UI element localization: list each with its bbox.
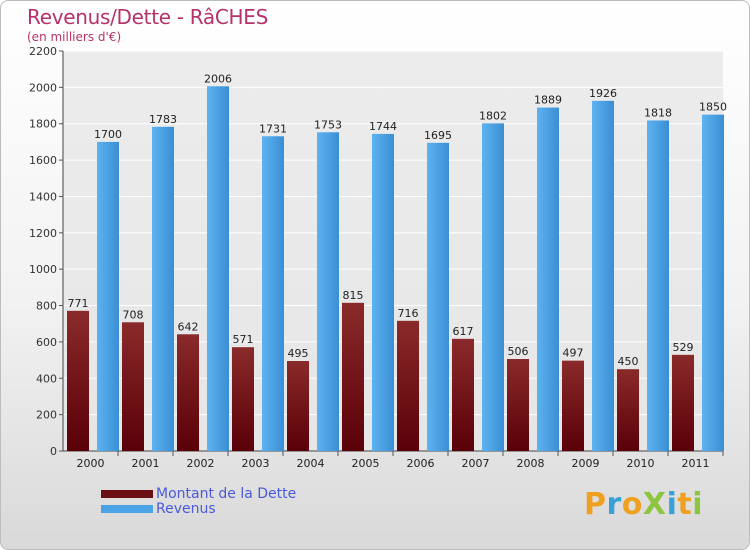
data-label-revenus: 1783 bbox=[149, 113, 177, 126]
x-tick-label: 2011 bbox=[682, 457, 710, 470]
bar-dette bbox=[177, 334, 199, 451]
x-tick-label: 2010 bbox=[627, 457, 655, 470]
data-label-dette: 495 bbox=[288, 347, 309, 360]
y-tick-label: 400 bbox=[36, 372, 57, 385]
y-tick-label: 1000 bbox=[29, 263, 57, 276]
x-tick-label: 2004 bbox=[297, 457, 325, 470]
bar-revenus bbox=[317, 132, 339, 452]
legend-label-dette: Montant de la Dette bbox=[156, 486, 297, 502]
chart-subtitle: (en milliers d'€) bbox=[27, 30, 122, 44]
bar-revenus bbox=[372, 133, 394, 451]
y-tick-label: 1800 bbox=[29, 118, 57, 131]
data-label-dette: 529 bbox=[673, 341, 694, 354]
bar-revenus bbox=[647, 120, 669, 452]
bar-revenus bbox=[152, 126, 174, 452]
y-tick-label: 1400 bbox=[29, 190, 57, 203]
y-tick-label: 2000 bbox=[29, 81, 57, 94]
bar-dette bbox=[397, 320, 419, 451]
x-tick-label: 2000 bbox=[77, 457, 105, 470]
data-label-dette: 617 bbox=[453, 325, 474, 338]
x-tick-label: 2007 bbox=[462, 457, 490, 470]
data-label-revenus: 1744 bbox=[369, 120, 397, 133]
x-tick-label: 2006 bbox=[407, 457, 435, 470]
bar-revenus bbox=[482, 123, 504, 451]
data-label-revenus: 1926 bbox=[589, 87, 617, 100]
data-label-dette: 506 bbox=[508, 345, 529, 358]
y-tick-label: 600 bbox=[36, 336, 57, 349]
bar-revenus bbox=[97, 141, 119, 451]
bar-revenus bbox=[702, 114, 724, 452]
legend-swatch-dette bbox=[101, 490, 153, 498]
bar-dette bbox=[67, 310, 89, 451]
bar-dette bbox=[562, 360, 584, 451]
data-label-dette: 450 bbox=[618, 355, 639, 368]
bar-revenus bbox=[537, 107, 559, 451]
y-tick-label: 1600 bbox=[29, 154, 57, 167]
bar-dette bbox=[122, 322, 144, 451]
chart-title: Revenus/Dette - RâCHES bbox=[27, 5, 269, 29]
x-tick-label: 2002 bbox=[187, 457, 215, 470]
proxiti-logo: ProXiti bbox=[584, 487, 703, 522]
data-label-dette: 815 bbox=[343, 289, 364, 302]
y-tick-label: 0 bbox=[50, 445, 57, 458]
bar-revenus bbox=[592, 100, 614, 452]
x-tick-label: 2008 bbox=[517, 457, 545, 470]
data-label-revenus: 1850 bbox=[699, 101, 727, 114]
data-label-revenus: 2006 bbox=[204, 72, 232, 85]
bar-revenus bbox=[207, 86, 229, 451]
bar-dette bbox=[287, 361, 309, 451]
bar-dette bbox=[507, 359, 529, 451]
data-label-revenus: 1695 bbox=[424, 129, 452, 142]
legend-swatch-revenus bbox=[101, 505, 153, 513]
data-label-dette: 497 bbox=[563, 347, 584, 360]
data-label-revenus: 1753 bbox=[314, 118, 342, 131]
x-tick-label: 2005 bbox=[352, 457, 380, 470]
y-tick-label: 800 bbox=[36, 300, 57, 313]
legend-label-revenus: Revenus bbox=[156, 501, 216, 517]
bar-dette bbox=[342, 302, 364, 451]
y-tick-label: 1200 bbox=[29, 227, 57, 240]
x-tick-label: 2001 bbox=[132, 457, 160, 470]
data-label-dette: 571 bbox=[233, 333, 254, 346]
data-label-revenus: 1731 bbox=[259, 122, 287, 135]
data-label-dette: 771 bbox=[68, 297, 89, 310]
x-tick-label: 2003 bbox=[242, 457, 270, 470]
bar-dette bbox=[617, 369, 639, 451]
data-label-dette: 716 bbox=[398, 307, 419, 320]
y-tick-label: 2200 bbox=[29, 45, 57, 58]
y-tick-label: 200 bbox=[36, 409, 57, 422]
data-label-revenus: 1802 bbox=[479, 109, 507, 122]
bar-revenus bbox=[262, 136, 284, 452]
data-label-dette: 642 bbox=[178, 320, 199, 333]
bar-dette bbox=[452, 338, 474, 451]
bar-revenus bbox=[427, 142, 449, 451]
data-label-revenus: 1889 bbox=[534, 94, 562, 107]
bar-dette bbox=[232, 347, 254, 451]
bar-dette bbox=[672, 354, 694, 451]
x-tick-label: 2009 bbox=[572, 457, 600, 470]
data-label-revenus: 1818 bbox=[644, 106, 672, 119]
data-label-dette: 708 bbox=[123, 308, 144, 321]
data-label-revenus: 1700 bbox=[94, 128, 122, 141]
